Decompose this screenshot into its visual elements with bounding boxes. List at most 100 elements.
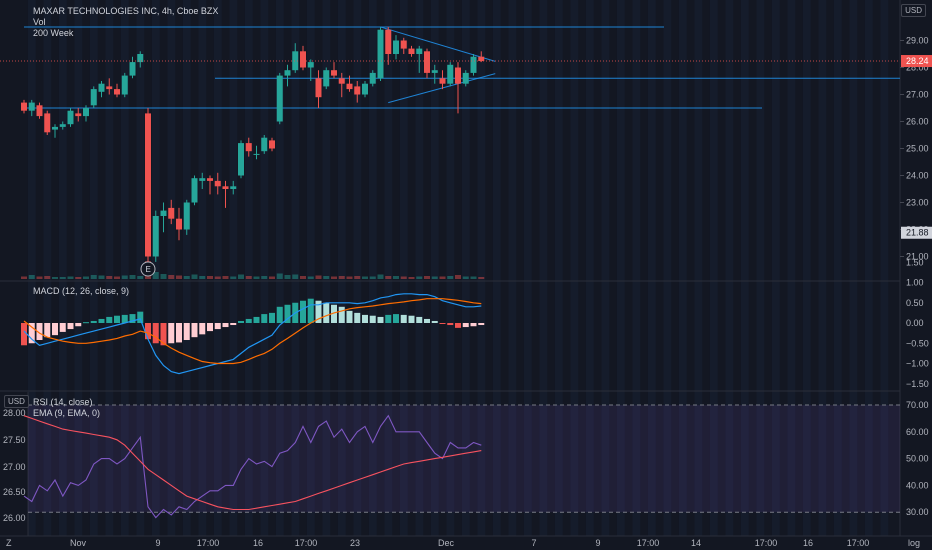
rsi-tick-label: 40.00 — [906, 480, 929, 490]
last-price-badge: 28.24 — [906, 56, 929, 66]
candle-body — [331, 70, 337, 76]
macd-histogram-bar — [424, 318, 430, 323]
volume-label: Vol — [33, 17, 46, 27]
volume-bar — [238, 274, 244, 279]
candle-body — [377, 29, 384, 79]
volume-bar — [400, 276, 407, 279]
macd-histogram-bar — [323, 302, 330, 323]
session-stripe — [337, 0, 346, 536]
volume-bar — [300, 276, 306, 279]
log-scale-badge: log — [908, 538, 920, 548]
macd-histogram-bar — [385, 314, 392, 323]
volume-bar — [261, 276, 268, 279]
session-stripe — [213, 0, 222, 536]
macd-histogram-bar — [408, 315, 415, 323]
session-stripe — [601, 0, 610, 536]
macd-histogram-bar — [431, 320, 438, 323]
time-tick-label: 9 — [155, 538, 160, 548]
candle-body — [59, 124, 66, 127]
candle-body — [462, 72, 469, 84]
time-tick-label: Nov — [70, 538, 87, 548]
session-stripe — [322, 0, 331, 536]
candle-body — [276, 75, 283, 122]
candle-body — [75, 113, 82, 117]
volume-bar — [191, 274, 198, 279]
left-currency-badge[interactable]: USD — [4, 395, 29, 408]
macd-tick-label: 1.00 — [906, 278, 924, 288]
candle-body — [183, 202, 190, 230]
price-tick-label: 27.00 — [906, 90, 929, 100]
candle-body — [191, 178, 198, 203]
macd-line — [23, 293, 482, 375]
volume-bar — [315, 275, 322, 279]
session-stripe — [58, 0, 67, 536]
macd-histogram-bar — [67, 323, 74, 330]
time-tick-label: 17:00 — [295, 538, 318, 548]
macd-histogram-bar — [307, 298, 314, 323]
macd-histogram-bar — [176, 323, 182, 343]
volume-bar — [470, 276, 477, 279]
candle-body — [176, 218, 182, 230]
macd-histogram-bar — [439, 323, 446, 324]
candle-body — [346, 83, 353, 90]
left-scale-tick-label: 26.00 — [3, 513, 26, 523]
volume-bar — [269, 276, 275, 279]
macd-label: MACD (12, 26, close, 9) — [33, 286, 130, 296]
candle-body — [90, 89, 97, 106]
price-tick-label: 29.00 — [906, 36, 929, 46]
session-stripe — [694, 0, 703, 536]
price-tick-label: 25.00 — [906, 144, 929, 154]
macd-histogram-bar — [245, 318, 252, 323]
candle-body — [455, 67, 461, 84]
candle-body — [261, 137, 268, 152]
candle-body — [67, 110, 74, 125]
volume-bar — [21, 276, 27, 279]
session-stripe — [740, 0, 749, 536]
session-stripe — [709, 0, 718, 536]
macd-histogram-bar — [470, 323, 477, 327]
volume-bar — [129, 275, 136, 279]
session-stripe — [74, 0, 83, 536]
time-tick-label: 23 — [350, 538, 360, 548]
session-stripe — [136, 0, 145, 536]
candle-body — [323, 70, 330, 87]
macd-histogram-bar — [462, 323, 469, 328]
session-stripe — [492, 0, 501, 536]
session-stripe — [291, 0, 300, 536]
session-stripe — [384, 0, 393, 536]
volume-bar — [137, 276, 144, 279]
candle-body — [393, 40, 399, 54]
session-stripe — [508, 0, 517, 536]
session-stripe — [802, 0, 811, 536]
session-stripe — [663, 0, 672, 536]
candle-body — [222, 186, 229, 189]
macd-histogram-bar — [59, 323, 66, 332]
macd-histogram-bar — [261, 314, 268, 323]
time-tick-label: 9 — [595, 538, 600, 548]
macd-histogram-bar — [230, 323, 237, 326]
price-tick-label: 26.00 — [906, 117, 929, 127]
candle-body — [145, 113, 151, 257]
macd-histogram-bar — [369, 315, 376, 323]
session-stripe — [880, 0, 889, 536]
session-stripe — [167, 0, 176, 536]
macd-histogram-bar — [214, 323, 221, 330]
time-tick-label: 14 — [691, 538, 701, 548]
session-stripe — [864, 0, 873, 536]
session-stripe — [585, 0, 594, 536]
session-stripe — [725, 0, 734, 536]
candle-body — [114, 89, 120, 95]
price-tick-label: 24.00 — [906, 171, 929, 181]
volume-bar — [253, 276, 260, 279]
candle-body — [269, 140, 275, 149]
currency-badge[interactable]: USD — [901, 4, 926, 17]
volume-bar — [230, 276, 237, 279]
macd-histogram-bar — [276, 306, 283, 323]
macd-histogram-bar — [137, 311, 144, 323]
candle-body — [83, 108, 89, 117]
volume-bar — [152, 272, 159, 279]
rsi-band-fill — [28, 405, 900, 513]
session-stripe — [849, 0, 858, 536]
candle-body — [354, 86, 361, 95]
